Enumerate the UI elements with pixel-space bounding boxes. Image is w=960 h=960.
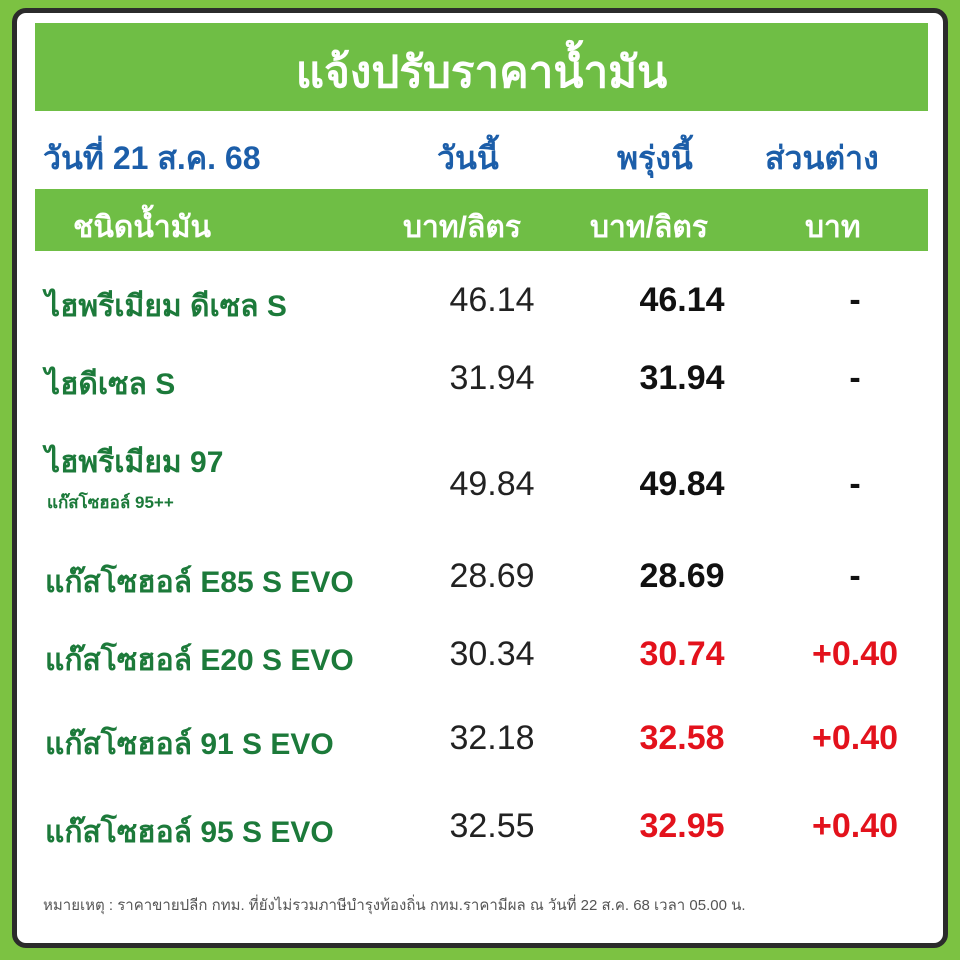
today-price: 30.34 — [449, 635, 535, 673]
tomorrow-price: 32.95 — [639, 807, 725, 845]
tomorrow-price: 31.94 — [639, 359, 725, 397]
subheader: บาท — [805, 211, 861, 244]
today-price: 32.55 — [449, 807, 535, 845]
note: หมายเหตุ : ราคาขายปลีก กทม. ที่ยังไม่รวม… — [43, 897, 746, 914]
column-header: วันนี้ — [437, 140, 499, 176]
fuel-name: แก๊สโซฮอล์ E20 S EVO — [45, 644, 354, 677]
title-bar: แจ้งปรับราคาน้ำมัน — [35, 23, 928, 111]
today-price: 46.14 — [449, 281, 535, 319]
tomorrow-price: 30.74 — [639, 635, 725, 673]
date: วันที่ 21 ส.ค. 68 — [43, 140, 261, 176]
fuel-name: แก๊สโซฮอล์ 95 S EVO — [45, 816, 334, 849]
subheader: บาท/ลิตร — [590, 211, 708, 244]
today-price: 28.69 — [449, 557, 535, 595]
price-diff: - — [849, 281, 861, 319]
today-price: 32.18 — [449, 719, 535, 757]
price-diff: +0.40 — [811, 807, 899, 845]
subheader: ชนิดน้ำมัน — [73, 211, 211, 244]
fuel-name: ไฮพรีเมียม ดีเซล S — [45, 290, 287, 323]
title: แจ้งปรับราคาน้ำมัน — [295, 48, 668, 97]
column-header: ส่วนต่าง — [765, 140, 879, 176]
tomorrow-price: 32.58 — [639, 719, 725, 757]
price-diff: +0.40 — [811, 635, 899, 673]
subheader-bar: ชนิดน้ำมัน บาท/ลิตร บาท/ลิตร บาท — [35, 189, 928, 251]
column-header: พรุ่งนี้ — [617, 140, 693, 176]
subheader: บาท/ลิตร — [403, 211, 521, 244]
tomorrow-price: 46.14 — [639, 281, 725, 319]
price-diff: - — [849, 557, 861, 595]
price-diff: - — [849, 359, 861, 397]
panel: แจ้งปรับราคาน้ำมัน วันที่ 21 ส.ค. 68 วัน… — [12, 8, 948, 948]
fuel-name: แก๊สโซฮอล์ E85 S EVO — [45, 566, 354, 599]
tomorrow-price: 28.69 — [639, 557, 725, 595]
tomorrow-price: 49.84 — [639, 465, 725, 503]
fuel-name: แก๊สโซฮอล์ 91 S EVO — [45, 728, 334, 761]
fuel-name: ไฮพรีเมียม 97 — [45, 446, 224, 479]
price-diff: +0.40 — [811, 719, 899, 757]
fuel-name: ไฮดีเซล S — [45, 368, 176, 401]
fuel-subname: แก๊สโซฮอล์ 95++ — [47, 493, 174, 512]
today-price: 31.94 — [449, 359, 535, 397]
today-price: 49.84 — [449, 465, 535, 503]
price-diff: - — [849, 465, 861, 503]
